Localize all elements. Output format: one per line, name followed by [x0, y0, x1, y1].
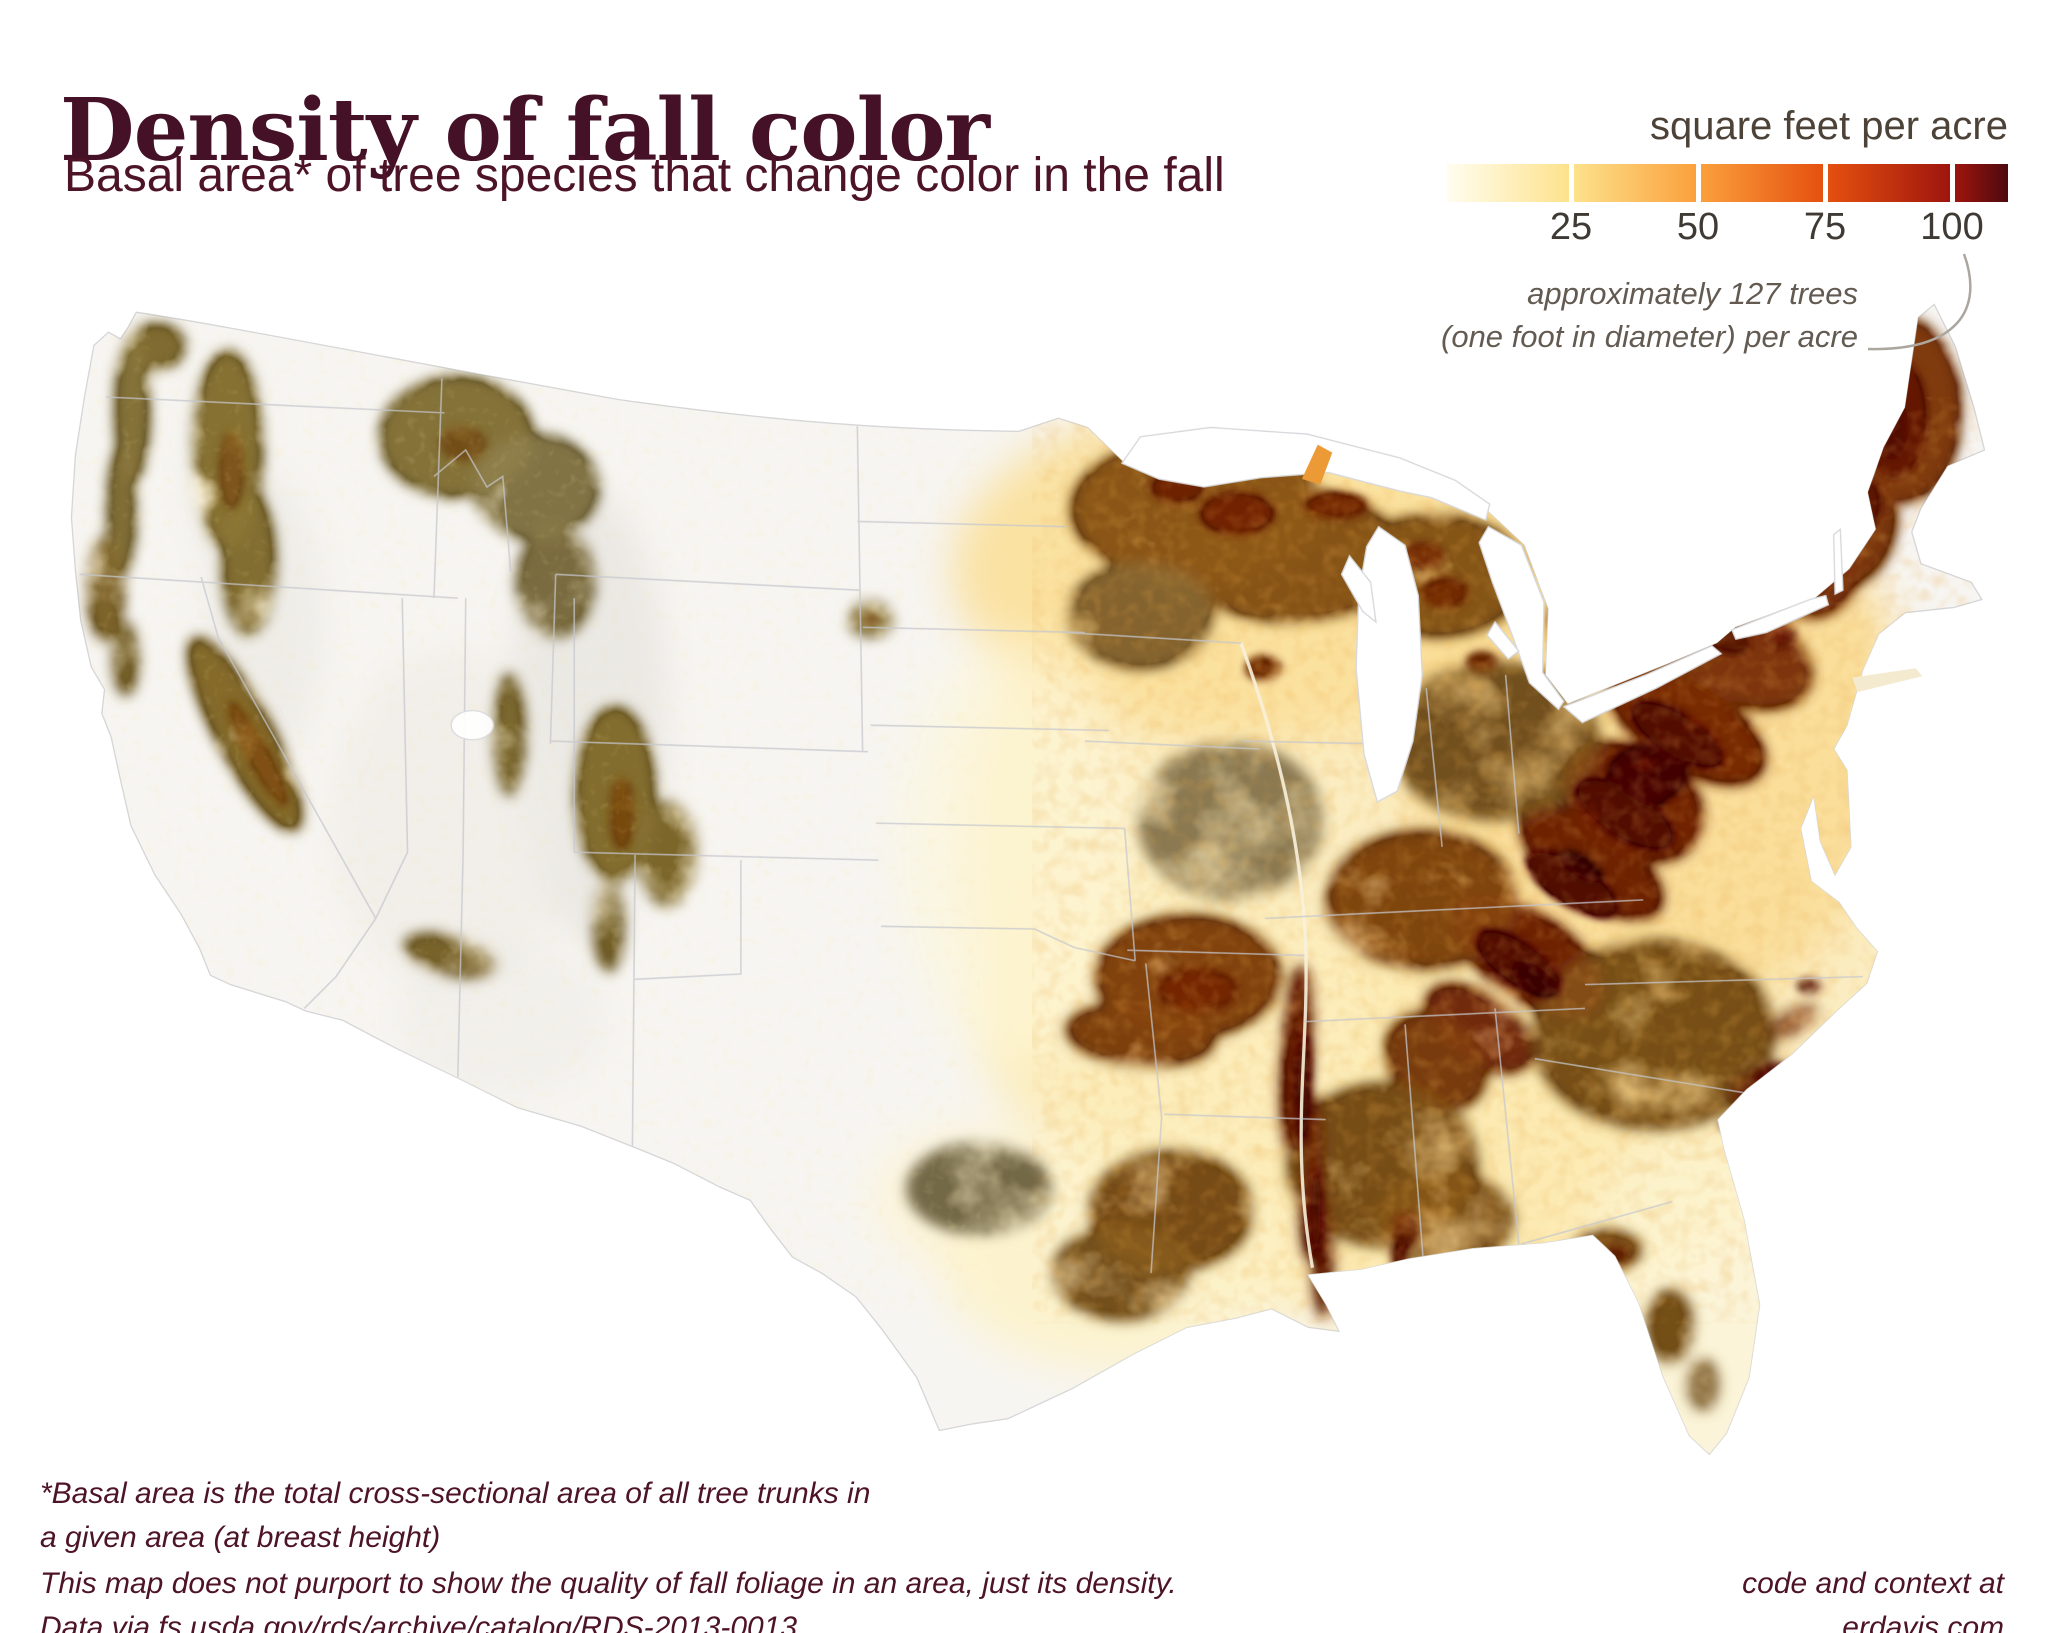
state-borders: [79, 378, 1863, 1274]
page-title: Density of fall color: [60, 79, 990, 181]
legend-annotation: approximately 127 trees (one foot in dia…: [1408, 272, 2008, 359]
legend-gradient-segment-4: [1828, 164, 1950, 202]
mississippi-river: [1239, 642, 1315, 1269]
footer-right: code and context at erdavis.com: [1742, 1562, 2004, 1633]
disclaimer-text: This map does not purport to show the qu…: [40, 1567, 1177, 1600]
legend-gradient-segment-1: [1447, 164, 1569, 202]
legend-title: square feet per acre: [1650, 104, 2008, 148]
legend-gradient-segment-2: [1574, 164, 1696, 202]
credit-line-1: code and context at: [1742, 1567, 2004, 1600]
green-bay: [1340, 554, 1377, 624]
great-salt-lake: [450, 709, 495, 741]
legend-gradient-segment-5: [1955, 164, 2008, 202]
saginaw-bay: [1486, 620, 1520, 660]
speckle-texture: [79, 304, 1985, 1324]
legend: square feet per acre 25 50 75 100 approx…: [1408, 104, 2008, 434]
legend-gradient-segment-3: [1701, 164, 1823, 202]
lake-huron: [1478, 525, 1565, 711]
annotation-connector-line: [1867, 253, 1972, 351]
lake-erie: [1562, 645, 1723, 724]
basal-area-footnote: *Basal area is the total cross-sectional…: [40, 1472, 870, 1559]
long-island: [1852, 668, 1923, 693]
credit-line-2: erdavis.com: [1842, 1610, 2004, 1633]
legend-tick-100: 100: [1920, 206, 1984, 248]
footnote-line-2: a given area (at breast height): [40, 1520, 441, 1554]
lake-champlain: [1833, 528, 1844, 596]
footer-left: This map does not purport to show the qu…: [40, 1562, 1177, 1633]
legend-gradient-bar: [1408, 164, 2008, 202]
data-source-text: Data via fs.usda.gov/rds/archive/catalog…: [40, 1610, 798, 1633]
legend-tick-75: 75: [1803, 206, 1847, 248]
footnote-line-1: *Basal area is the total cross-sectional…: [40, 1477, 871, 1510]
coastal-features: [1301, 444, 1923, 693]
page-subtitle: Basal area* of tree species that change …: [64, 149, 1225, 202]
legend-annotation-line-1: approximately 127 trees: [1527, 276, 1858, 311]
legend-tick-50: 50: [1676, 206, 1720, 248]
legend-ticks: 25 50 75 100: [1408, 206, 2008, 258]
legend-annotation-line-2: (one foot in diameter) per acre: [1441, 319, 1858, 355]
legend-tick-25: 25: [1549, 206, 1593, 248]
keweenaw-peninsula: [1301, 444, 1333, 485]
lake-ontario: [1730, 594, 1830, 640]
